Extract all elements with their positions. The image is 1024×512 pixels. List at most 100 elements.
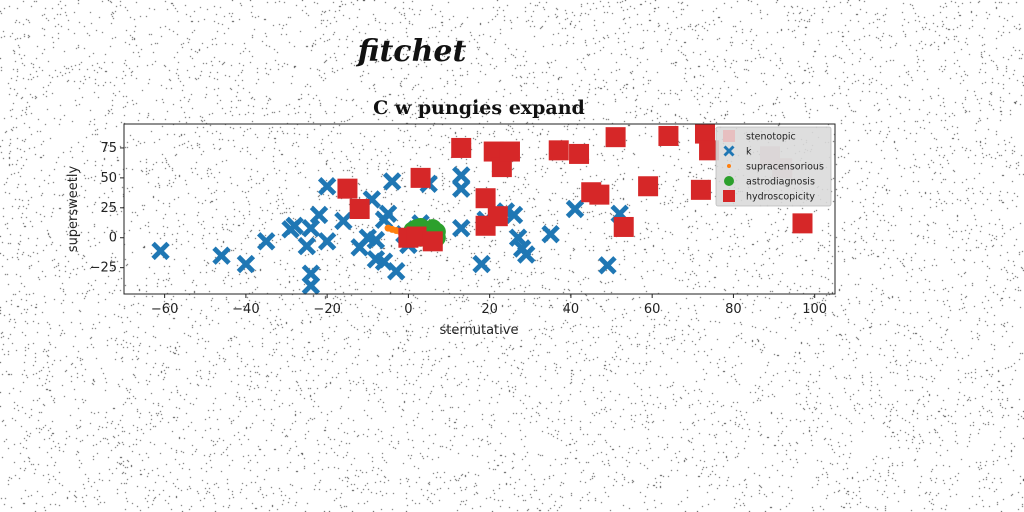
data-point-k	[387, 262, 406, 281]
y-axis-label: supersweetly	[66, 165, 81, 252]
y-tick-label: 25	[100, 201, 117, 216]
x-tick-label: 40	[563, 302, 580, 317]
legend-marker-hydroscopicity	[723, 190, 735, 202]
data-point-k-stroke	[257, 232, 276, 251]
data-point-hydroscopicity	[569, 143, 590, 164]
data-point-k-stroke	[598, 256, 617, 275]
x-tick-label: 60	[644, 302, 661, 317]
data-point-k-stroke	[565, 199, 585, 219]
data-point-k	[452, 179, 471, 198]
data-point-k	[285, 216, 304, 235]
data-point-k-stroke	[452, 179, 471, 198]
data-point-k	[212, 246, 231, 265]
data-point-hydroscopicity	[690, 179, 711, 200]
data-point-hydroscopicity	[499, 141, 520, 162]
data-point-k-stroke	[334, 211, 353, 231]
x-tick-label: 20	[481, 302, 498, 317]
legend-label: astrodiagnosis	[746, 177, 815, 188]
x-tick-label: −20	[313, 302, 340, 317]
data-point-hydroscopicity	[638, 176, 659, 197]
data-point-k-stroke	[374, 252, 394, 271]
data-point-k-stroke	[541, 224, 560, 244]
data-point-k	[517, 245, 536, 264]
data-point-hydroscopicity	[605, 127, 626, 148]
x-tick-label: −60	[151, 302, 178, 317]
data-point-k	[598, 256, 617, 275]
legend-label: hydroscopicity	[746, 192, 815, 203]
data-point-k	[565, 199, 585, 219]
data-point-k-stroke	[317, 232, 337, 251]
y-tick-label: 50	[100, 171, 117, 186]
data-point-k	[317, 232, 337, 251]
data-point-hydroscopicity	[694, 123, 715, 144]
data-point-k-stroke	[236, 254, 256, 274]
data-point-hydroscopicity	[406, 226, 427, 247]
chart-title: C w pungies expand	[373, 97, 585, 119]
y-tick-label: −25	[90, 261, 117, 276]
data-point-hydroscopicity	[658, 125, 679, 146]
data-point-k	[382, 172, 402, 191]
data-point-k	[257, 232, 276, 251]
y-tick-label: 0	[109, 231, 117, 246]
data-point-k-stroke	[297, 236, 317, 256]
data-point-hydroscopicity	[451, 137, 472, 158]
data-point-hydroscopicity	[337, 178, 358, 199]
x-tick-label: 100	[802, 302, 827, 317]
legend-marker-k	[723, 145, 735, 157]
data-point-hydroscopicity	[613, 216, 634, 237]
legend-label: k	[746, 147, 752, 158]
data-point-k-stroke	[212, 246, 231, 265]
x-tick-label: −40	[232, 302, 259, 317]
data-point-hydroscopicity	[349, 199, 370, 219]
data-point-k-stroke	[317, 177, 337, 196]
data-point-hydroscopicity	[422, 231, 443, 252]
plot-frame	[123, 123, 836, 295]
legend-marker-astrodiagnosis	[724, 176, 734, 186]
data-point-k	[309, 205, 329, 225]
data-point-k-stroke	[366, 230, 386, 250]
data-point-k-stroke	[358, 228, 377, 247]
data-point-k	[541, 224, 560, 244]
data-point-hydroscopicity	[491, 157, 512, 178]
data-point-k-stroke	[382, 172, 402, 191]
legend-marker-stenotopic	[723, 130, 735, 142]
data-point-hydroscopicity	[699, 140, 720, 161]
y-tick-label: 75	[100, 141, 117, 156]
data-point-k	[452, 218, 471, 238]
legend-label: supracensorious	[746, 162, 824, 173]
data-point-hydroscopicity	[475, 188, 496, 209]
data-point-k	[297, 236, 317, 256]
axis-ticks: −60 −40 −20 0 20 40 60 80 100 −25 0 25 50 75	[90, 141, 828, 317]
data-point-hydroscopicity	[548, 140, 569, 161]
legend-box	[715, 126, 832, 207]
data-point-k	[301, 276, 321, 295]
data-point-k-stroke	[301, 276, 321, 295]
data-point-k	[378, 204, 398, 223]
legend-marker-supracensorious	[727, 164, 731, 168]
legend-label: stenotopic	[746, 132, 796, 143]
x-tick-label: 0	[404, 302, 412, 317]
legend-marker-k-stroke	[723, 145, 735, 157]
data-point-k	[317, 177, 337, 196]
data-point-hydroscopicity	[483, 141, 504, 162]
data-point-hydroscopicity	[410, 167, 431, 188]
data-point-k	[236, 254, 256, 274]
data-point-k	[334, 211, 353, 231]
plot-area	[151, 123, 813, 295]
data-point-k-stroke	[378, 204, 398, 223]
x-tick-label: 80	[725, 302, 742, 317]
data-point-k-stroke	[151, 241, 170, 261]
data-point-k-stroke	[452, 218, 471, 238]
data-point-k-stroke	[387, 262, 406, 281]
data-point-k	[151, 241, 170, 261]
data-point-k	[301, 218, 321, 238]
data-point-k-stroke	[472, 254, 491, 274]
data-point-hydroscopicity	[589, 184, 610, 205]
overlay-handwritten-text: fitchet	[357, 34, 467, 69]
data-point-k-stroke	[504, 205, 524, 225]
x-axis-label: sternutative	[440, 323, 519, 338]
data-point-hydroscopicity	[487, 206, 508, 227]
data-point-k	[472, 254, 491, 274]
